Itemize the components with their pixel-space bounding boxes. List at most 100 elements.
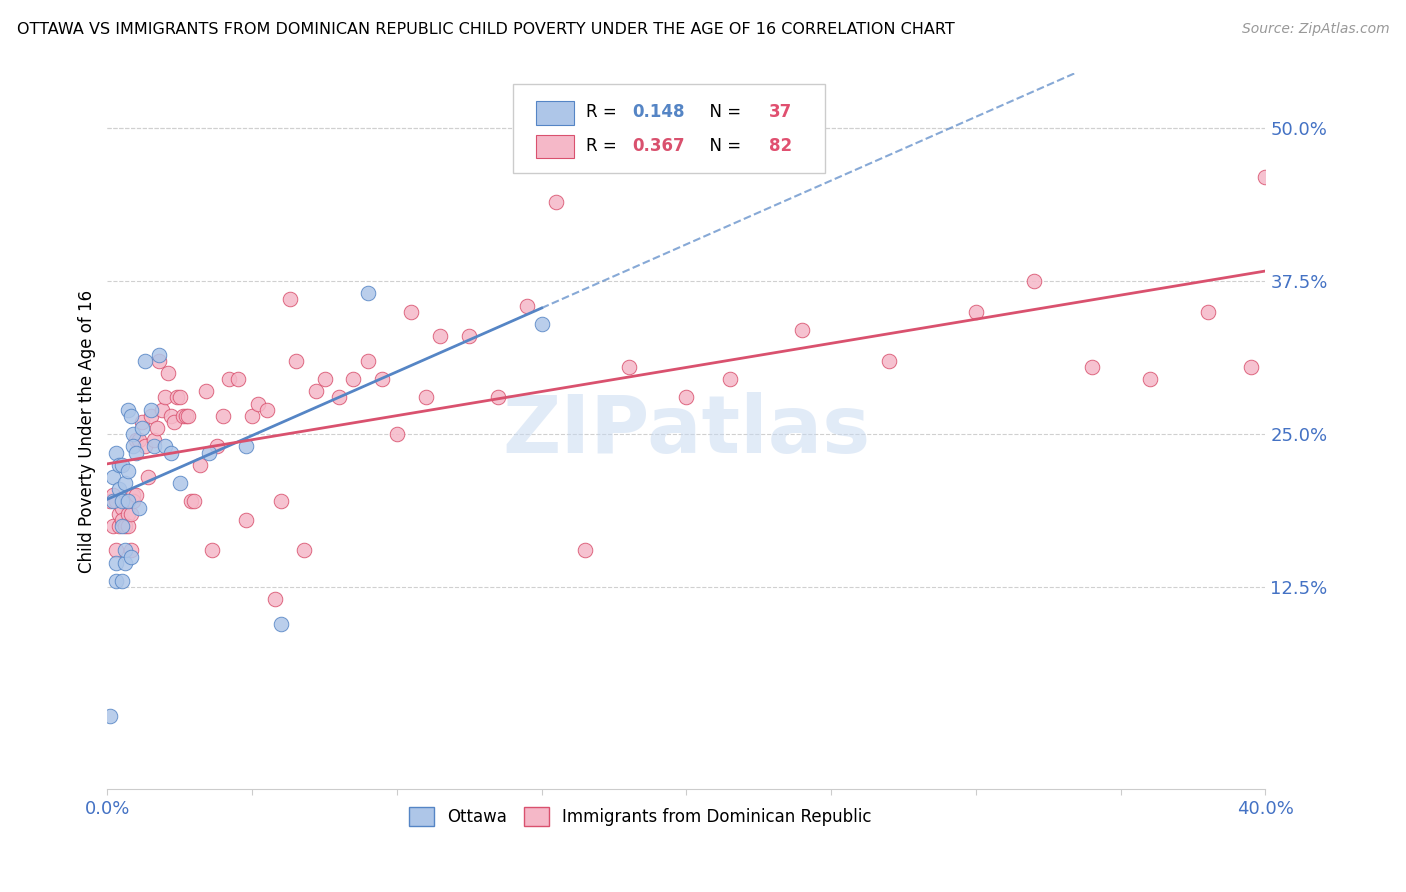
Text: R =: R = bbox=[586, 103, 621, 121]
Point bbox=[157, 366, 180, 380]
Point bbox=[148, 353, 170, 368]
Y-axis label: Child Poverty Under the Age of 16: Child Poverty Under the Age of 16 bbox=[79, 290, 96, 573]
Point bbox=[139, 402, 162, 417]
Point bbox=[122, 494, 145, 508]
FancyBboxPatch shape bbox=[513, 84, 825, 173]
Point bbox=[98, 708, 121, 723]
Point bbox=[235, 513, 257, 527]
Point bbox=[145, 421, 167, 435]
Point bbox=[114, 476, 136, 491]
Point bbox=[278, 293, 301, 307]
Point bbox=[292, 543, 315, 558]
Point bbox=[486, 391, 509, 405]
Point bbox=[160, 409, 183, 423]
Text: 0.148: 0.148 bbox=[633, 103, 685, 121]
Point bbox=[174, 409, 197, 423]
Point bbox=[114, 494, 136, 508]
Text: 0.367: 0.367 bbox=[633, 137, 685, 155]
Point bbox=[111, 519, 134, 533]
Point bbox=[111, 458, 134, 472]
Point bbox=[328, 391, 350, 405]
Point bbox=[718, 372, 741, 386]
Point bbox=[114, 556, 136, 570]
Point bbox=[1139, 372, 1161, 386]
Point bbox=[617, 359, 640, 374]
Text: N =: N = bbox=[699, 137, 747, 155]
Point bbox=[150, 402, 173, 417]
Point bbox=[235, 439, 257, 453]
Point bbox=[180, 494, 202, 508]
Point bbox=[284, 353, 307, 368]
Point bbox=[155, 391, 177, 405]
Point bbox=[357, 286, 380, 301]
Point bbox=[1254, 169, 1277, 184]
Point bbox=[108, 507, 131, 521]
Point bbox=[305, 384, 328, 399]
Point bbox=[194, 384, 217, 399]
Point bbox=[264, 592, 287, 607]
Point bbox=[122, 488, 145, 502]
Point bbox=[212, 409, 235, 423]
Point bbox=[675, 391, 697, 405]
Point bbox=[131, 415, 153, 429]
Text: OTTAWA VS IMMIGRANTS FROM DOMINICAN REPUBLIC CHILD POVERTY UNDER THE AGE OF 16 C: OTTAWA VS IMMIGRANTS FROM DOMINICAN REPU… bbox=[17, 22, 955, 37]
Point bbox=[530, 317, 553, 331]
Point bbox=[155, 439, 177, 453]
Point bbox=[120, 409, 142, 423]
Point bbox=[120, 507, 142, 521]
Point bbox=[128, 500, 150, 515]
Point bbox=[111, 513, 134, 527]
Point bbox=[136, 470, 159, 484]
Point bbox=[120, 543, 142, 558]
Legend: Ottawa, Immigrants from Dominican Republic: Ottawa, Immigrants from Dominican Republ… bbox=[401, 798, 880, 835]
Point bbox=[131, 421, 153, 435]
Point bbox=[122, 439, 145, 453]
Point bbox=[117, 519, 139, 533]
Point bbox=[166, 391, 188, 405]
Point bbox=[188, 458, 211, 472]
Point bbox=[1240, 359, 1263, 374]
FancyBboxPatch shape bbox=[536, 135, 574, 158]
Point bbox=[172, 409, 194, 423]
Point bbox=[270, 616, 292, 631]
Point bbox=[1081, 359, 1104, 374]
Point bbox=[270, 494, 292, 508]
Point bbox=[314, 372, 336, 386]
Point bbox=[169, 391, 191, 405]
Point bbox=[207, 439, 229, 453]
Point bbox=[111, 494, 134, 508]
Point bbox=[101, 519, 124, 533]
Point bbox=[877, 353, 900, 368]
Point bbox=[98, 494, 121, 508]
Text: ZIPatlas: ZIPatlas bbox=[502, 392, 870, 470]
Point bbox=[177, 409, 200, 423]
Point bbox=[139, 409, 162, 423]
Point bbox=[574, 543, 596, 558]
Point bbox=[429, 329, 451, 343]
Point bbox=[142, 434, 165, 448]
Point bbox=[371, 372, 394, 386]
Point bbox=[117, 464, 139, 478]
Point bbox=[546, 194, 568, 209]
Point bbox=[120, 549, 142, 564]
Point bbox=[246, 396, 269, 410]
Point bbox=[125, 445, 148, 459]
Point bbox=[105, 543, 128, 558]
Point bbox=[197, 445, 219, 459]
Text: Source: ZipAtlas.com: Source: ZipAtlas.com bbox=[1241, 22, 1389, 37]
Point bbox=[134, 353, 156, 368]
Point bbox=[357, 353, 380, 368]
Point bbox=[111, 500, 134, 515]
Point bbox=[1197, 304, 1219, 318]
Point bbox=[169, 476, 191, 491]
Point bbox=[105, 494, 128, 508]
Point bbox=[114, 519, 136, 533]
Text: 37: 37 bbox=[769, 103, 792, 121]
Point bbox=[101, 488, 124, 502]
Point bbox=[125, 488, 148, 502]
Text: N =: N = bbox=[699, 103, 747, 121]
Point bbox=[183, 494, 205, 508]
Text: 82: 82 bbox=[769, 137, 792, 155]
Point bbox=[792, 323, 814, 337]
Point bbox=[240, 409, 263, 423]
